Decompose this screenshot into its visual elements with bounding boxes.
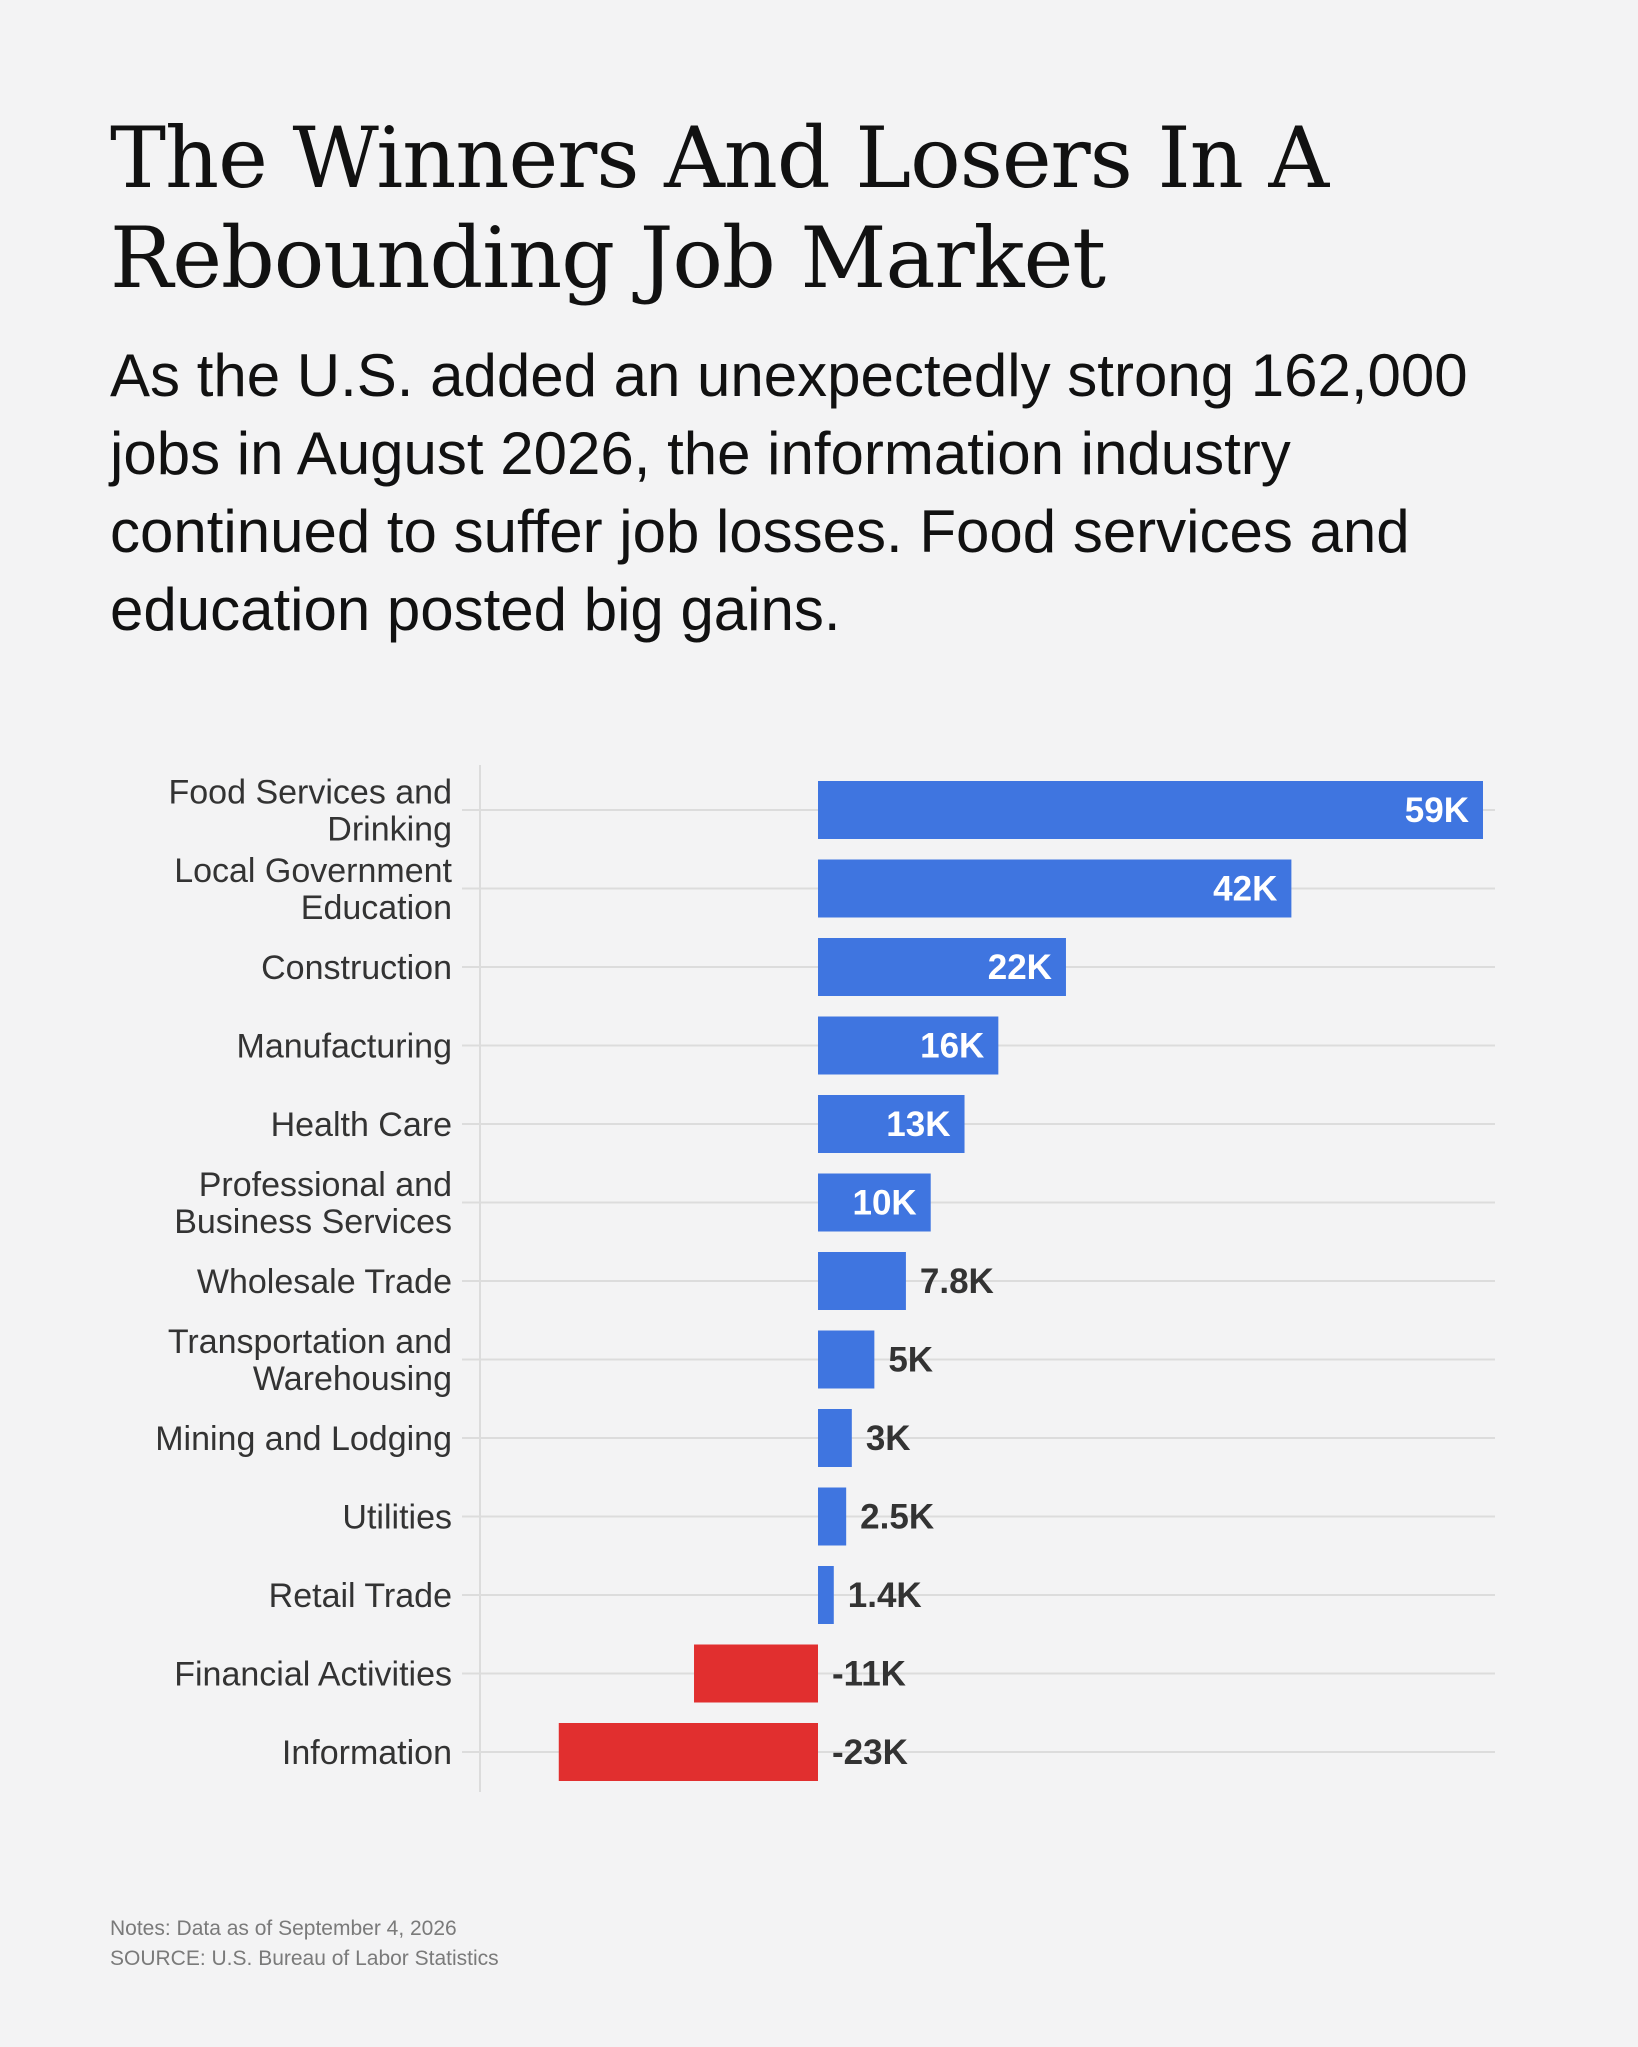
chart-subtitle: As the U.S. added an unexpectedly strong… [110, 342, 1468, 643]
category-label-line: Retail Trade [269, 1577, 452, 1615]
bar [818, 1330, 875, 1389]
category-label: Retail Trade [269, 1577, 452, 1615]
category-label: Manufacturing [237, 1028, 452, 1066]
category-label: Utilities [342, 1499, 452, 1537]
value-label: 22K [988, 948, 1052, 987]
chart-title: The Winners And Losers In A Rebounding J… [110, 109, 1329, 307]
bar [818, 1566, 834, 1624]
footnotes: Notes: Data as of September 4, 2026 SOUR… [110, 1914, 499, 1974]
bar [818, 781, 1483, 839]
category-label-line: Financial Activities [174, 1656, 452, 1694]
value-label: 2.5K [860, 1498, 934, 1537]
value-label: 13K [886, 1105, 950, 1144]
value-label: 16K [920, 1027, 984, 1066]
category-label-line: Transportation and [168, 1323, 452, 1361]
bar [818, 938, 1066, 996]
category-label: Health Care [271, 1106, 452, 1144]
category-label-line: Wholesale Trade [197, 1263, 452, 1301]
bar [694, 1644, 818, 1703]
bar [818, 1409, 852, 1467]
category-label-line: Drinking [327, 811, 452, 849]
category-label-line: Local Government [174, 852, 452, 890]
value-label: 5K [888, 1341, 933, 1380]
bar [818, 859, 1292, 918]
category-label: Local Government Education [174, 852, 452, 927]
category-label-line: Food Services and [169, 774, 453, 812]
category-label: Wholesale Trade [197, 1263, 452, 1301]
bar-chart: Food Services and Drinking 59K Local Govern… [155, 765, 1495, 1792]
category-label-line: Manufacturing [237, 1028, 452, 1066]
notes-text: Notes: Data as of September 4, 2026 [110, 1917, 457, 1940]
value-label: 42K [1213, 870, 1277, 909]
source-text: SOURCE: U.S. Bureau of Labor Statistics [110, 1947, 499, 1970]
bar [818, 1252, 906, 1310]
category-label-line: Health Care [271, 1106, 452, 1144]
bar [818, 1173, 931, 1232]
value-label: 59K [1405, 791, 1469, 830]
category-label-line: Information [282, 1734, 452, 1772]
category-label-line: Mining and Lodging [155, 1420, 452, 1458]
bar [818, 1487, 847, 1546]
category-label: Financial Activities [174, 1656, 452, 1694]
value-label: -11K [832, 1655, 906, 1694]
value-label: 10K [852, 1184, 916, 1223]
category-label-line: Professional and [199, 1166, 452, 1204]
category-label: Transportation and Warehousing [168, 1323, 452, 1398]
category-label: Food Services and Drinking [169, 774, 453, 849]
category-label-line: Education [301, 889, 452, 927]
category-label-line: Construction [261, 949, 452, 987]
category-label: Information [282, 1734, 452, 1772]
value-label: 7.8K [920, 1262, 994, 1301]
category-label: Construction [261, 949, 452, 987]
bar [818, 1016, 999, 1075]
bar [818, 1095, 965, 1153]
category-label: Mining and Lodging [155, 1420, 452, 1458]
category-label-line: Business Services [174, 1203, 452, 1241]
value-label: 1.4K [848, 1576, 922, 1615]
value-label: 3K [866, 1419, 911, 1458]
category-label: Professional and Business Services [174, 1166, 452, 1241]
category-label-line: Utilities [342, 1499, 452, 1537]
value-label: -23K [832, 1733, 908, 1772]
bar [558, 1723, 818, 1781]
category-label-line: Warehousing [253, 1360, 452, 1398]
